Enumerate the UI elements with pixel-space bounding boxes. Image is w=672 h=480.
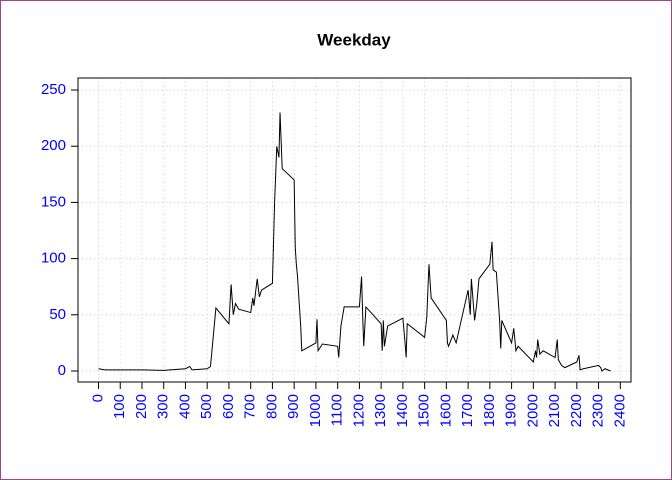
y-tick-label: 50 [49, 306, 66, 323]
y-tick-label: 200 [41, 137, 66, 154]
y-tick-label: 250 [41, 81, 66, 98]
plot-box [77, 77, 632, 383]
x-tick-label: 1900 [503, 394, 520, 427]
x-tick-label: 1500 [416, 394, 433, 427]
y-tick-label: 150 [41, 193, 66, 210]
x-tick-label: 2200 [568, 394, 585, 427]
y-tick-label: 0 [58, 362, 66, 379]
x-tick-label: 500 [198, 394, 215, 419]
x-tick-label: 1300 [372, 394, 389, 427]
x-tick-label: 700 [242, 394, 259, 419]
x-tick-label: 900 [285, 394, 302, 419]
x-tick-label: 2400 [611, 394, 628, 427]
x-tick-label: 1200 [350, 394, 367, 427]
y-tick-label: 100 [41, 250, 66, 267]
x-tick-label: 2300 [590, 394, 607, 427]
x-tick-label: 0 [89, 394, 106, 402]
chart-title: Weekday [317, 30, 391, 49]
x-tick-label: 2000 [524, 394, 541, 427]
x-tick-label: 1400 [394, 394, 411, 427]
x-tick-label: 100 [111, 394, 128, 419]
x-tick-label: 1100 [329, 394, 346, 426]
x-tick-label: 1700 [459, 394, 476, 427]
x-tick-label: 400 [176, 394, 193, 419]
x-tick-label: 2100 [546, 394, 563, 427]
x-tick-label: 200 [133, 394, 150, 419]
x-tick-label: 1000 [307, 394, 324, 427]
x-tick-label: 600 [220, 394, 237, 419]
x-tick-label: 1800 [481, 394, 498, 427]
x-tick-label: 300 [155, 394, 172, 419]
x-tick-label: 1600 [437, 394, 454, 427]
line [98, 112, 611, 372]
x-tick-label: 800 [263, 394, 280, 419]
